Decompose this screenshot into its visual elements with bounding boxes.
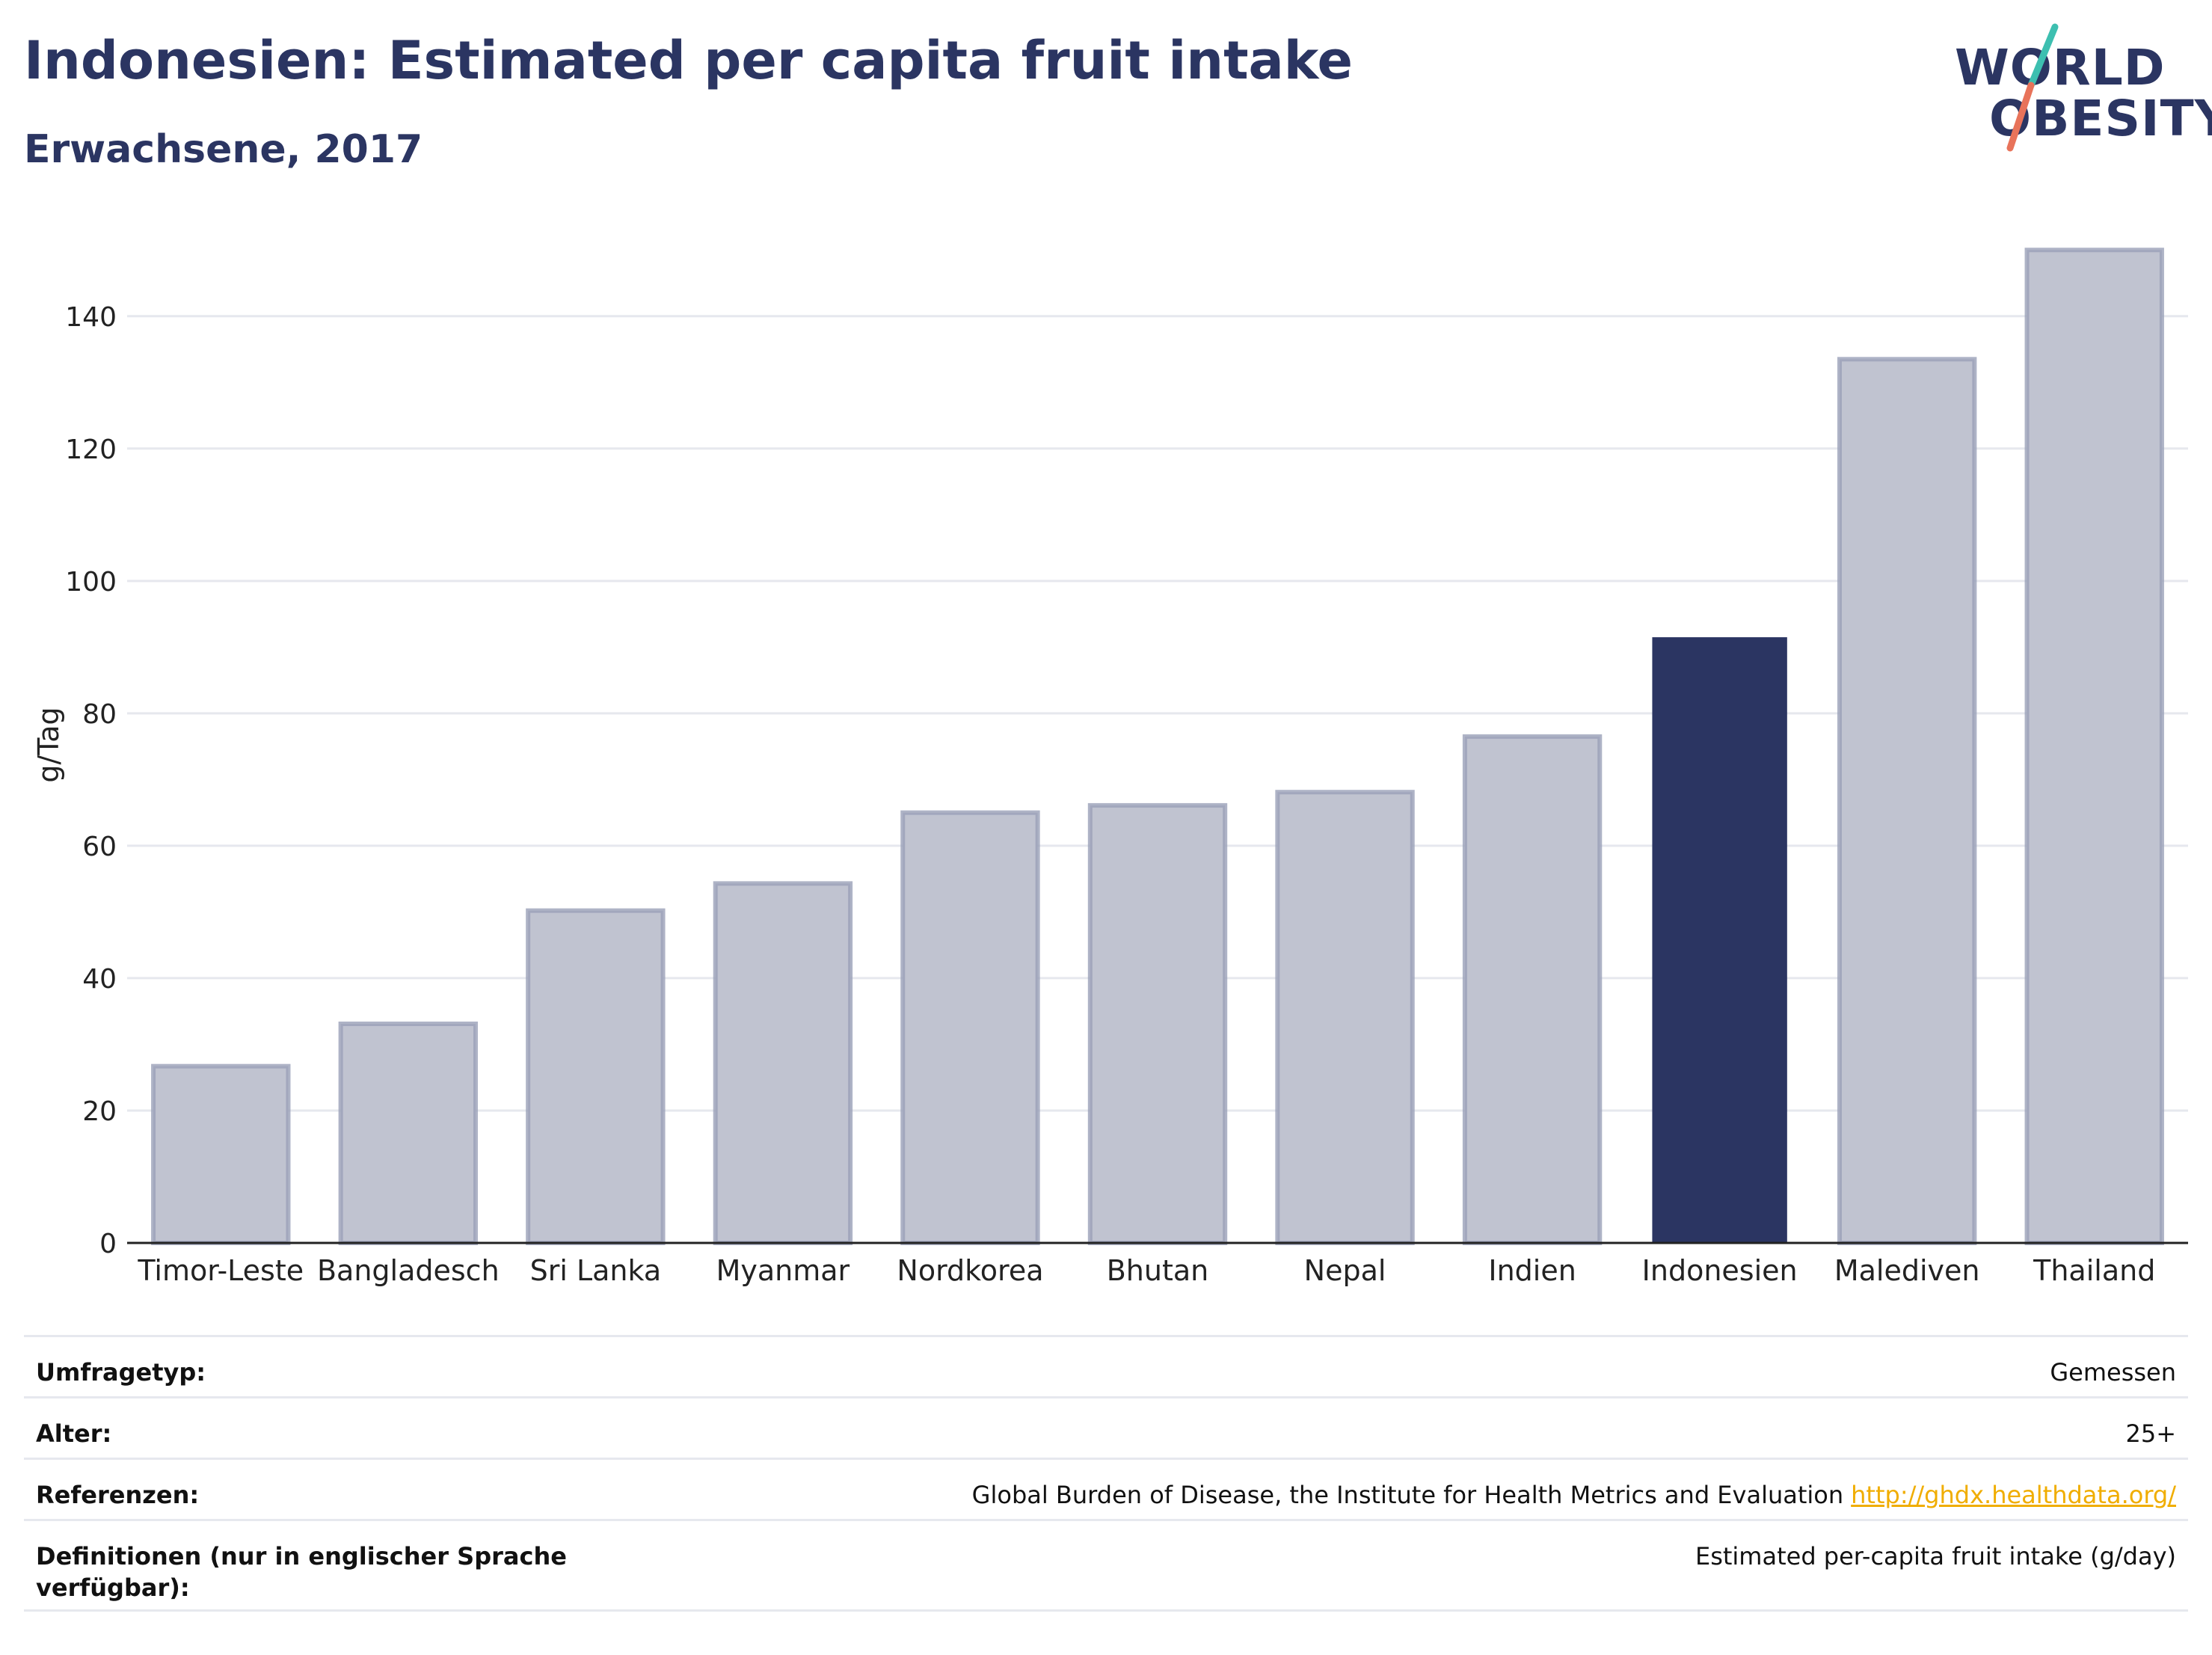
y-tick-label: 80 [82,699,117,730]
x-tick-label: Timor-Leste [137,1254,304,1287]
bar-nepal [1275,790,1415,1246]
bar-bangladesch [338,1022,479,1245]
meta-key: Alter: [36,1419,112,1448]
axes: 0 20 40 60 80 100 120 140 Timor-Leste Bangladesch… [32,302,2188,1287]
y-tick-label: 100 [65,567,117,598]
bar-chart: 0 20 40 60 80 100 120 140 Timor-Leste Bangladesch… [32,248,2188,1287]
chart-title: Indonesien: Estimated per capita fruit i… [24,30,1353,91]
bar-nordkorea [900,810,1040,1245]
logo-text-world: WORLD [1955,39,2166,96]
logo-slash-icon [2006,23,2059,152]
x-tick-label: Bhutan [1107,1254,1209,1287]
x-tick-label: Nordkorea [897,1254,1043,1287]
y-tick-label: 0 [99,1229,117,1259]
bar-malediven [1837,357,1977,1245]
bar-timor-leste [151,1063,291,1246]
metadata-table: Umfragetyp: Gemessen Alter: 25+ Referenz… [24,1335,2188,1612]
meta-value: 25+ [2125,1419,2176,1448]
meta-value: Gemessen [2050,1358,2176,1387]
meta-row-age: Alter: 25+ [24,1396,2188,1458]
meta-key: Umfragetyp: [36,1358,206,1387]
x-tick-label: Sri Lanka [530,1254,662,1287]
reference-text: Global Burden of Disease, the Institute … [971,1481,1844,1509]
y-tick-label: 20 [82,1096,117,1127]
bar-indonesien [1652,637,1787,1243]
meta-key: Definitionen (nur in englischer Sprache … [36,1542,567,1602]
x-tick-label: Indonesien [1642,1254,1798,1287]
bar-bhutan [1087,802,1228,1246]
meta-value-references: Global Burden of Disease, the Institute … [972,1479,2176,1511]
bars [151,248,2164,1246]
meta-row-definitions: Definitionen (nur in englischer Sprache … [24,1519,2188,1612]
bar-myanmar [713,881,853,1245]
world-obesity-logo: WORLD OBESITY [1952,22,2212,157]
x-tick-label: Nepal [1304,1254,1386,1287]
y-axis-label: g/Tag [32,707,65,782]
chart-subtitle: Erwachsene, 2017 [24,127,423,172]
bar-sri-lanka [526,908,666,1246]
y-tick-label: 140 [65,302,117,333]
meta-row-references: Referenzen: Global Burden of Disease, th… [24,1458,2188,1519]
meta-value: Estimated per-capita fruit intake (g/day… [1695,1542,2176,1570]
y-tick-label: 40 [82,964,117,995]
meta-key: Referenzen: [36,1481,200,1509]
bar-thailand [2024,248,2164,1245]
x-tick-label: Myanmar [716,1254,850,1287]
x-tick-label: Indien [1488,1254,1576,1287]
bar-indien [1462,734,1603,1245]
y-tick-label: 120 [65,435,117,465]
x-tick-label: Malediven [1834,1254,1980,1287]
y-tick-label: 60 [82,832,117,862]
x-tick-label: Bangladesch [317,1254,500,1287]
reference-link[interactable]: http://ghdx.healthdata.org/ [1851,1481,2176,1509]
x-tick-label: Thailand [2033,1254,2155,1287]
meta-row-survey-type: Umfragetyp: Gemessen [24,1335,2188,1396]
